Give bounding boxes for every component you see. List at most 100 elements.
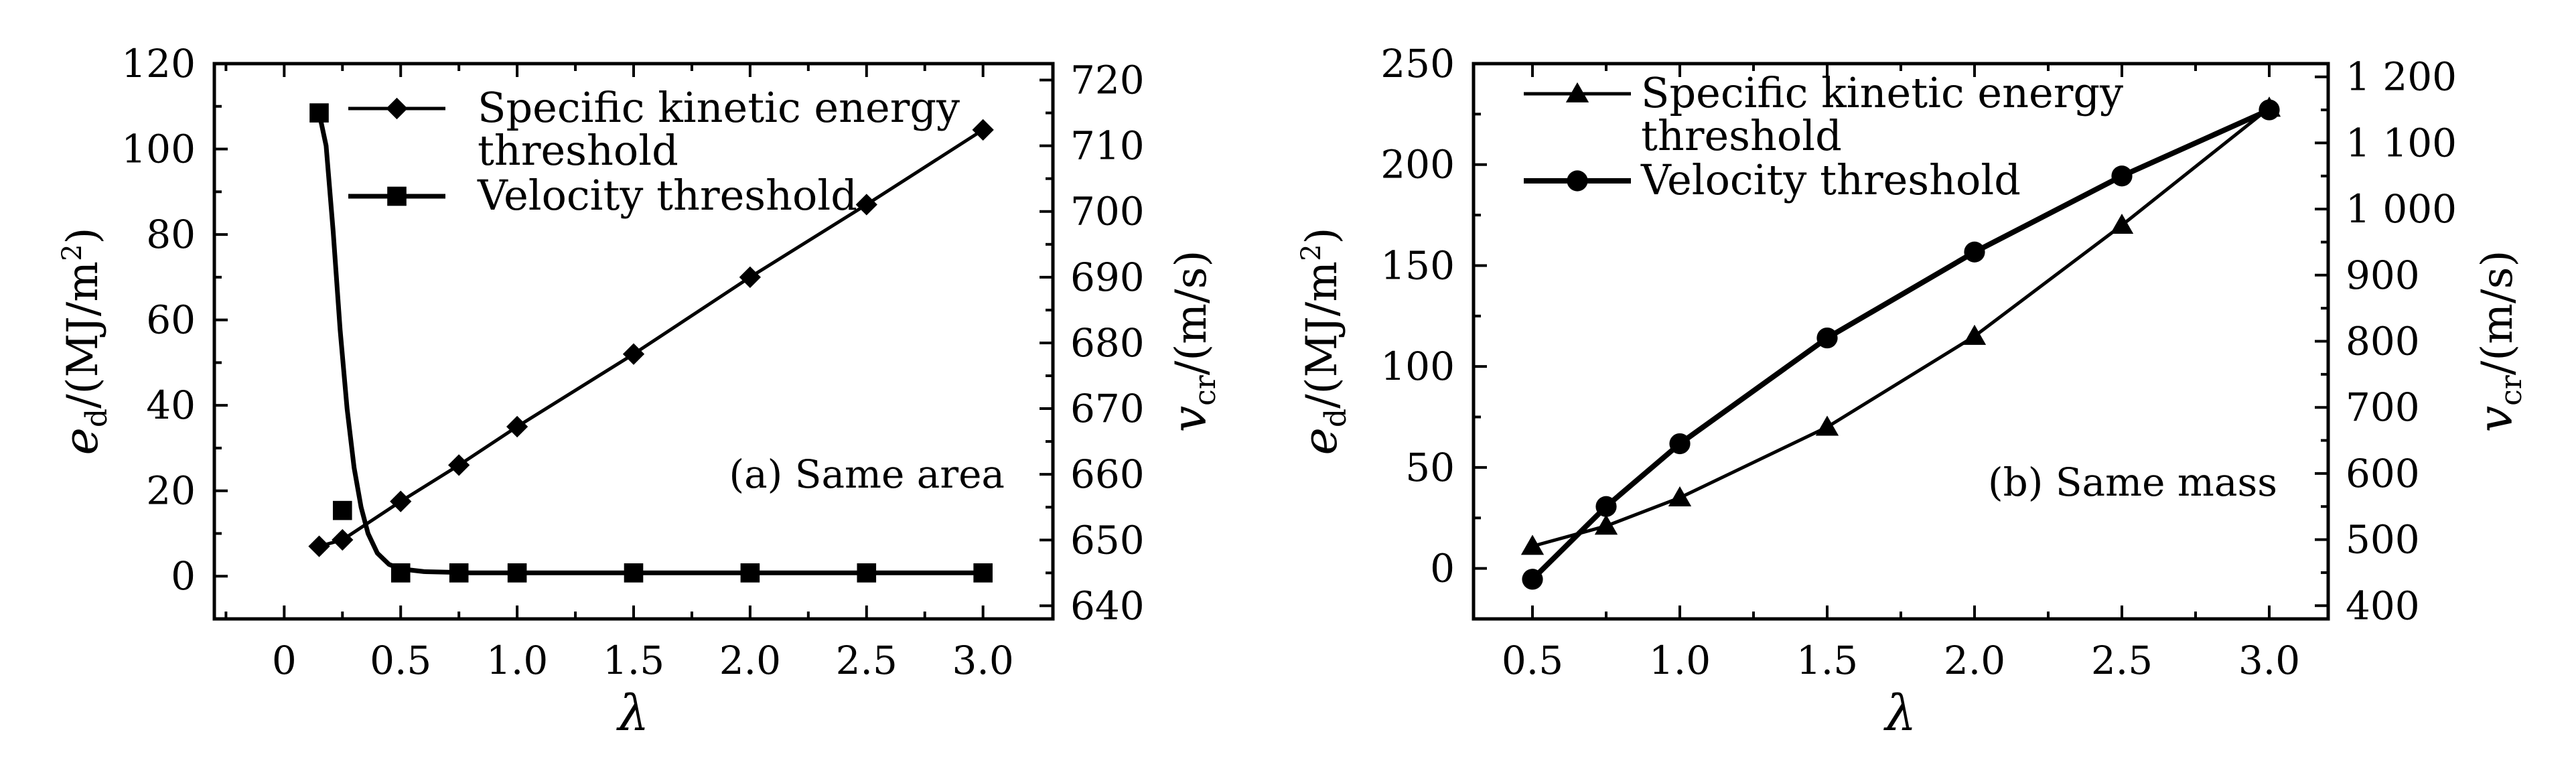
- x-axis-title: λ: [1883, 685, 1917, 742]
- y-right-axis-title-subscript: cr: [1188, 374, 1222, 406]
- legend-label: Velocity threshold: [1640, 155, 2021, 204]
- y-right-tick-label: 710: [1070, 123, 1145, 169]
- data-point: [622, 343, 645, 365]
- x-tick-label: 0.5: [370, 638, 431, 683]
- y-right-tick-label: 1 200: [2346, 54, 2457, 100]
- panel-label: (a) Same area: [729, 451, 1005, 497]
- y-right-axis-title-subscript: cr: [2494, 374, 2528, 406]
- data-point: [390, 490, 412, 512]
- data-point: [449, 563, 469, 583]
- y-left-tick-label: 250: [1380, 41, 1455, 86]
- y-right-axis-title-unit: /(m/s): [1167, 251, 1216, 376]
- data-point: [624, 563, 644, 583]
- data-point: [857, 563, 877, 583]
- y-right-tick-label: 800: [2346, 319, 2420, 364]
- data-point: [309, 103, 329, 123]
- x-tick-label: 1.5: [1796, 638, 1858, 683]
- y-left-axis-title: ed/(MJ/m2): [54, 228, 114, 455]
- y-left-tick-label: 0: [171, 553, 196, 599]
- y-left-tick-label: 100: [121, 127, 196, 172]
- y-right-tick-label: 690: [1070, 255, 1145, 300]
- x-tick-label: 3.0: [2238, 638, 2300, 683]
- data-point: [390, 563, 411, 583]
- y-right-tick-label: 680: [1070, 320, 1145, 366]
- y-right-axis-title-symbol: v: [2468, 406, 2523, 433]
- y-right-axis-title-symbol: v: [1162, 406, 1217, 433]
- y-right-tick-label: 650: [1070, 517, 1145, 563]
- y-left-tick-label: 60: [146, 297, 196, 343]
- y-left-axis-title-subscript: d: [1319, 409, 1353, 427]
- data-point: [2111, 165, 2133, 187]
- x-tick-label: 1.0: [1649, 638, 1711, 683]
- data-point: [1964, 241, 1985, 263]
- y-left-tick-label: 20: [146, 468, 196, 514]
- y-right-tick-label: 670: [1070, 386, 1145, 431]
- legend-label: threshold: [1641, 111, 1842, 160]
- chart-panel-a: 0 0.5 1.0 1.5 2.0 2.5 3.0 0 20 40 60 80 100 120 640 650…: [54, 41, 1222, 742]
- x-tick-label: 3.0: [952, 638, 1014, 683]
- data-point: [739, 266, 762, 288]
- y-right-tick-label: 400: [2346, 583, 2420, 628]
- data-point: [448, 454, 470, 476]
- data-point: [1962, 324, 1987, 345]
- y-left-axis-title-superscript: 2: [57, 244, 88, 261]
- y-left-tick-label: 100: [1380, 344, 1455, 389]
- y-left-axis-title-close: ): [58, 228, 108, 244]
- data-point: [2110, 214, 2134, 234]
- x-tick-label: 1.0: [486, 638, 548, 683]
- panel-label: (b) Same mass: [1988, 459, 2277, 505]
- y-left-tick-label: 150: [1380, 242, 1455, 288]
- data-point: [1669, 433, 1691, 455]
- series-specific-kinetic-energy: [308, 119, 994, 557]
- data-point: [1815, 415, 1839, 436]
- x-axis-title: λ: [616, 685, 650, 742]
- y-left-axis-title-unit: /(MJ/m: [1297, 261, 1347, 409]
- y-left-axis-title-unit: /(MJ/m: [58, 261, 108, 409]
- series-specific-kinetic-energy: [1520, 96, 2281, 555]
- y-left-tick-label: 40: [146, 382, 196, 428]
- y-right-axis-title: vcr/(m/s): [2468, 251, 2528, 433]
- data-point: [2259, 99, 2280, 121]
- x-tick-label: 2.0: [719, 638, 781, 683]
- legend-label: threshold: [478, 126, 678, 175]
- y-left-axis-title-close: ): [1297, 228, 1347, 244]
- legend-marker: [387, 186, 407, 206]
- data-point: [507, 563, 527, 583]
- data-point: [332, 500, 352, 520]
- y-left-axis-title-symbol: e: [1293, 427, 1348, 455]
- series-velocity: [1522, 99, 2280, 590]
- legend-marker: [1567, 170, 1588, 192]
- plot-frame: [1472, 62, 2330, 621]
- chart-panel-b: 0.5 1.0 1.5 2.0 2.5 3.0 0 50 100 150 200 250 400 500 6…: [1293, 41, 2528, 742]
- data-point: [1520, 535, 1545, 555]
- data-point: [973, 563, 993, 583]
- y-right-tick-label: 720: [1070, 58, 1145, 103]
- x-tick-label: 2.0: [1944, 638, 2005, 683]
- y-left-axis-title-subscript: d: [80, 409, 114, 427]
- legend-label: Specific kinetic energy: [478, 83, 960, 132]
- data-point: [1668, 486, 1692, 506]
- y-right-tick-label: 700: [1070, 189, 1145, 234]
- x-tick-label: 1.5: [603, 638, 664, 683]
- x-tick-label: 2.5: [836, 638, 898, 683]
- legend-marker: [1565, 82, 1589, 102]
- y-right-tick-label: 1 100: [2346, 120, 2457, 165]
- y-left-tick-label: 0: [1430, 546, 1455, 591]
- y-left-tick-label: 80: [146, 212, 196, 257]
- x-tick-label: 0: [272, 638, 297, 683]
- data-point: [855, 194, 877, 216]
- legend: Specific kinetic energythresholdVelocity…: [348, 83, 960, 220]
- series-velocity: [309, 103, 993, 583]
- x-tick-label: 2.5: [2091, 638, 2153, 683]
- y-left-axis-title: ed/(MJ/m2): [1293, 228, 1353, 455]
- y-left-tick-label: 200: [1380, 142, 1455, 188]
- legend-marker: [386, 97, 408, 120]
- y-left-tick-label: 50: [1405, 445, 1455, 490]
- data-point: [1595, 496, 1617, 517]
- y-right-axis-title: vcr/(m/s): [1162, 251, 1222, 433]
- y-right-tick-label: 1 000: [2346, 186, 2457, 232]
- y-right-tick-label: 900: [2346, 253, 2420, 298]
- data-point: [972, 119, 994, 141]
- y-right-tick-label: 660: [1070, 451, 1145, 497]
